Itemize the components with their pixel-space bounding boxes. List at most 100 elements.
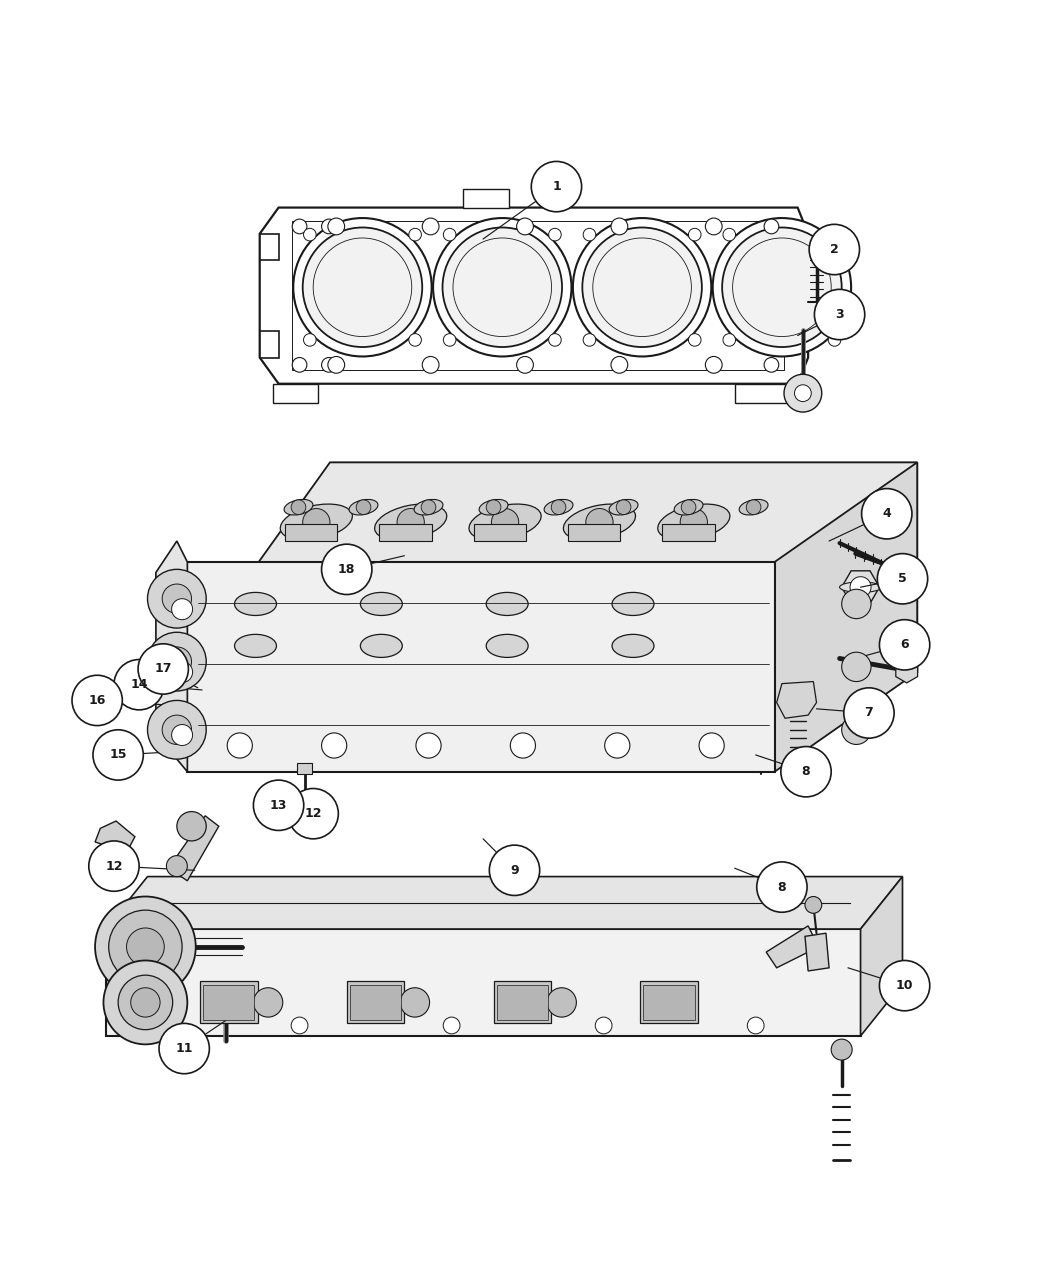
FancyBboxPatch shape: [640, 982, 698, 1024]
Ellipse shape: [469, 504, 541, 541]
Circle shape: [531, 162, 582, 212]
Circle shape: [815, 289, 865, 339]
Circle shape: [408, 228, 421, 241]
FancyBboxPatch shape: [285, 524, 337, 541]
Circle shape: [491, 509, 519, 536]
Ellipse shape: [486, 635, 528, 658]
Circle shape: [93, 729, 143, 780]
Text: 18: 18: [338, 562, 355, 576]
Circle shape: [842, 589, 871, 618]
Text: 13: 13: [270, 798, 288, 812]
Circle shape: [293, 218, 432, 357]
Polygon shape: [259, 233, 278, 260]
Ellipse shape: [609, 500, 638, 515]
Circle shape: [416, 733, 441, 759]
Circle shape: [421, 500, 436, 515]
FancyBboxPatch shape: [663, 524, 715, 541]
Ellipse shape: [486, 593, 528, 616]
Ellipse shape: [840, 581, 882, 593]
Circle shape: [356, 500, 371, 515]
Circle shape: [689, 228, 701, 241]
Circle shape: [89, 842, 139, 891]
Circle shape: [397, 509, 424, 536]
Circle shape: [689, 334, 701, 347]
Polygon shape: [775, 463, 918, 771]
Ellipse shape: [739, 500, 768, 515]
Circle shape: [764, 357, 779, 372]
Circle shape: [616, 500, 631, 515]
Circle shape: [784, 375, 822, 412]
Polygon shape: [463, 189, 509, 208]
Circle shape: [611, 218, 628, 235]
Circle shape: [171, 599, 192, 620]
Circle shape: [302, 509, 330, 536]
Circle shape: [583, 228, 595, 241]
Circle shape: [549, 228, 561, 241]
Circle shape: [166, 856, 187, 877]
Circle shape: [162, 584, 191, 613]
Circle shape: [433, 218, 571, 357]
Circle shape: [723, 228, 736, 241]
Polygon shape: [735, 384, 809, 403]
Text: 10: 10: [896, 979, 914, 992]
Polygon shape: [766, 926, 819, 968]
Circle shape: [114, 659, 164, 710]
Circle shape: [517, 357, 533, 374]
Ellipse shape: [234, 593, 276, 616]
Circle shape: [253, 780, 303, 830]
Circle shape: [706, 218, 722, 235]
Text: 11: 11: [175, 1042, 193, 1054]
Polygon shape: [155, 541, 187, 771]
Circle shape: [573, 218, 711, 357]
Circle shape: [828, 228, 841, 241]
Text: 15: 15: [109, 748, 127, 761]
Circle shape: [757, 862, 807, 912]
Circle shape: [104, 960, 187, 1044]
Polygon shape: [168, 816, 218, 881]
Circle shape: [321, 357, 336, 372]
Circle shape: [171, 724, 192, 746]
Circle shape: [328, 218, 344, 235]
Polygon shape: [861, 877, 903, 1037]
FancyBboxPatch shape: [568, 524, 621, 541]
Circle shape: [723, 334, 736, 347]
Circle shape: [147, 570, 206, 629]
Circle shape: [138, 644, 188, 694]
Text: 17: 17: [154, 663, 172, 676]
Text: 7: 7: [864, 706, 874, 719]
Circle shape: [422, 218, 439, 235]
Circle shape: [781, 747, 832, 797]
Circle shape: [127, 928, 164, 965]
Circle shape: [147, 700, 206, 759]
Ellipse shape: [360, 635, 402, 658]
Circle shape: [443, 1017, 460, 1034]
Circle shape: [303, 334, 316, 347]
Polygon shape: [258, 463, 918, 562]
Circle shape: [547, 988, 576, 1017]
Circle shape: [176, 812, 206, 842]
Circle shape: [321, 219, 336, 233]
Circle shape: [321, 733, 347, 759]
Circle shape: [162, 715, 191, 745]
Polygon shape: [106, 877, 903, 929]
Circle shape: [227, 733, 252, 759]
Polygon shape: [330, 463, 918, 672]
Polygon shape: [259, 332, 278, 357]
Polygon shape: [96, 821, 134, 853]
Text: 8: 8: [778, 881, 786, 894]
Polygon shape: [187, 562, 775, 771]
FancyBboxPatch shape: [346, 982, 404, 1024]
FancyBboxPatch shape: [644, 984, 695, 1020]
Circle shape: [159, 1024, 209, 1074]
Circle shape: [680, 509, 708, 536]
Text: 2: 2: [830, 244, 839, 256]
Circle shape: [878, 553, 927, 604]
Circle shape: [706, 357, 722, 374]
Text: 6: 6: [900, 639, 909, 652]
Circle shape: [288, 788, 338, 839]
Circle shape: [850, 576, 871, 598]
Circle shape: [72, 676, 123, 725]
Ellipse shape: [674, 500, 704, 515]
Circle shape: [586, 509, 613, 536]
Ellipse shape: [657, 504, 730, 541]
